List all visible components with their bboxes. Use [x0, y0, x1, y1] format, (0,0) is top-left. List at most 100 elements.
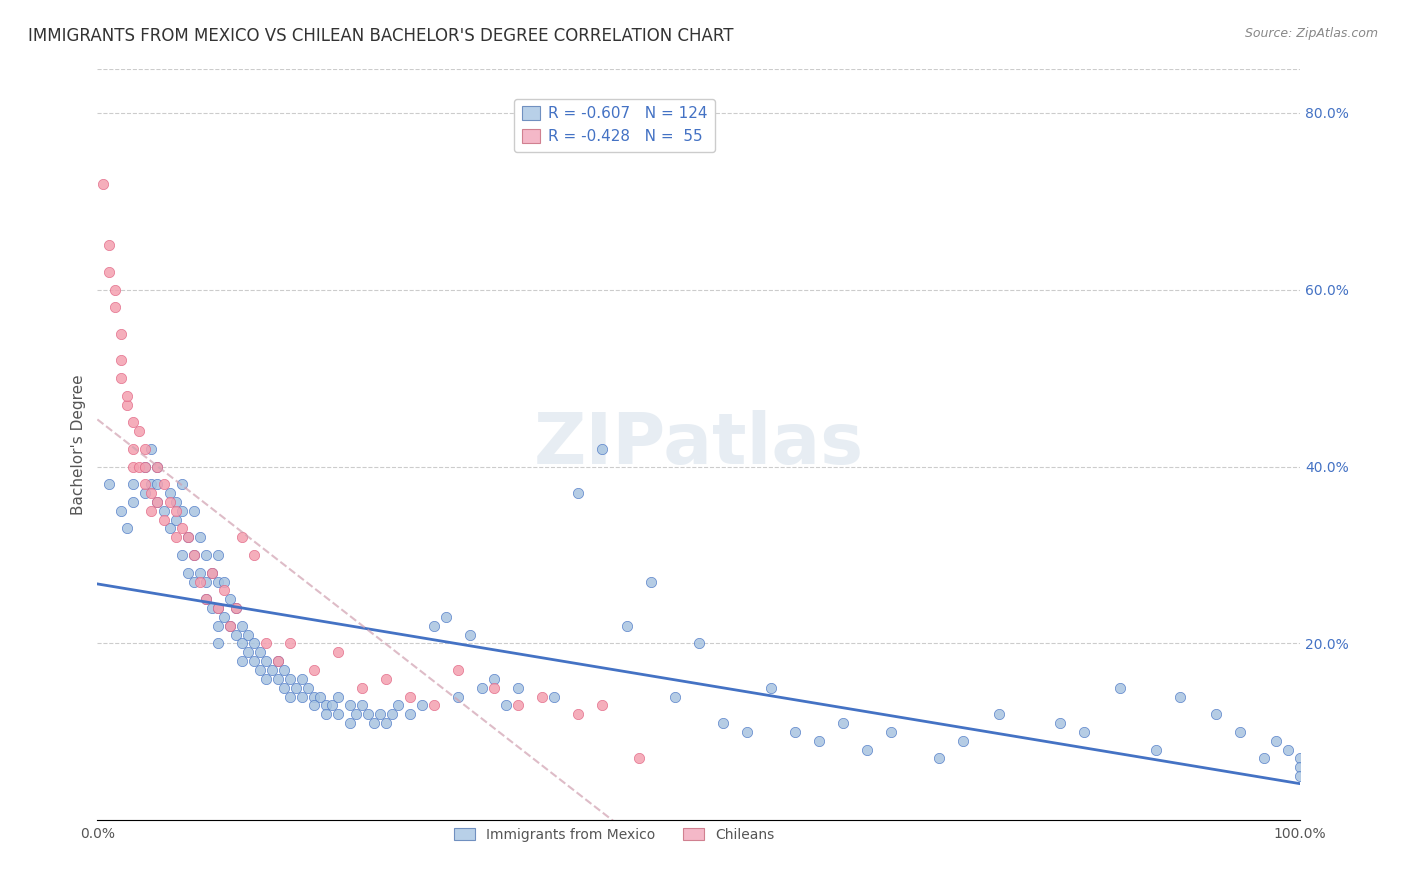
Point	[93, 177, 115, 191]
Point	[495, 698, 517, 713]
Point	[640, 574, 662, 589]
Point	[627, 751, 650, 765]
Point	[447, 690, 470, 704]
Point	[141, 442, 163, 456]
Point	[122, 459, 145, 474]
Point	[321, 698, 343, 713]
Point	[218, 619, 240, 633]
Point	[122, 442, 145, 456]
Point	[592, 442, 614, 456]
Point	[278, 690, 301, 704]
Point	[236, 627, 259, 641]
Point	[231, 654, 253, 668]
Point	[201, 601, 224, 615]
Point	[508, 681, 530, 695]
Point	[122, 415, 145, 429]
Point	[297, 681, 319, 695]
Point	[188, 574, 211, 589]
Point	[122, 477, 145, 491]
Point	[152, 513, 174, 527]
Point	[1277, 742, 1299, 756]
Point	[110, 353, 132, 368]
Point	[273, 663, 295, 677]
Point	[110, 326, 132, 341]
Point	[308, 690, 330, 704]
Point	[291, 690, 314, 704]
Point	[381, 707, 404, 722]
Point	[249, 645, 271, 659]
Point	[1265, 733, 1288, 747]
Point	[159, 495, 181, 509]
Point	[231, 619, 253, 633]
Point	[339, 698, 361, 713]
Point	[350, 698, 373, 713]
Point	[315, 698, 337, 713]
Point	[146, 495, 169, 509]
Point	[783, 725, 806, 739]
Point	[165, 495, 187, 509]
Point	[134, 442, 156, 456]
Point	[326, 707, 349, 722]
Text: Source: ZipAtlas.com: Source: ZipAtlas.com	[1244, 27, 1378, 40]
Point	[176, 566, 198, 580]
Point	[212, 574, 235, 589]
Legend: R = -0.607   N = 124, R = -0.428   N =  55: R = -0.607 N = 124, R = -0.428 N = 55	[515, 99, 714, 152]
Point	[711, 716, 734, 731]
Point	[1144, 742, 1167, 756]
Point	[207, 619, 229, 633]
Point	[302, 690, 325, 704]
Point	[225, 627, 247, 641]
Point	[368, 707, 391, 722]
Point	[188, 530, 211, 544]
Point	[141, 477, 163, 491]
Point	[141, 486, 163, 500]
Point	[326, 690, 349, 704]
Point	[508, 698, 530, 713]
Point	[194, 574, 217, 589]
Point	[207, 548, 229, 562]
Point	[98, 238, 121, 252]
Point	[165, 513, 187, 527]
Point	[302, 698, 325, 713]
Point	[146, 495, 169, 509]
Point	[183, 548, 205, 562]
Point	[170, 548, 193, 562]
Point	[110, 371, 132, 385]
Point	[434, 610, 457, 624]
Point	[242, 548, 264, 562]
Point	[146, 477, 169, 491]
Point	[170, 504, 193, 518]
Point	[260, 663, 283, 677]
Point	[1229, 725, 1251, 739]
Point	[212, 610, 235, 624]
Point	[122, 495, 145, 509]
Point	[152, 477, 174, 491]
Point	[201, 566, 224, 580]
Point	[236, 645, 259, 659]
Point	[284, 681, 307, 695]
Point	[278, 636, 301, 650]
Point	[117, 521, 139, 535]
Point	[159, 486, 181, 500]
Point	[207, 574, 229, 589]
Point	[146, 459, 169, 474]
Point	[375, 716, 398, 731]
Point	[423, 698, 446, 713]
Point	[165, 504, 187, 518]
Point	[176, 530, 198, 544]
Point	[159, 521, 181, 535]
Point	[315, 707, 337, 722]
Point	[212, 583, 235, 598]
Point	[484, 672, 506, 686]
Point	[183, 548, 205, 562]
Point	[188, 566, 211, 580]
Point	[1289, 769, 1312, 783]
Point	[110, 504, 132, 518]
Point	[242, 636, 264, 650]
Point	[194, 592, 217, 607]
Point	[128, 424, 150, 438]
Point	[183, 504, 205, 518]
Point	[134, 459, 156, 474]
Point	[759, 681, 782, 695]
Point	[98, 265, 121, 279]
